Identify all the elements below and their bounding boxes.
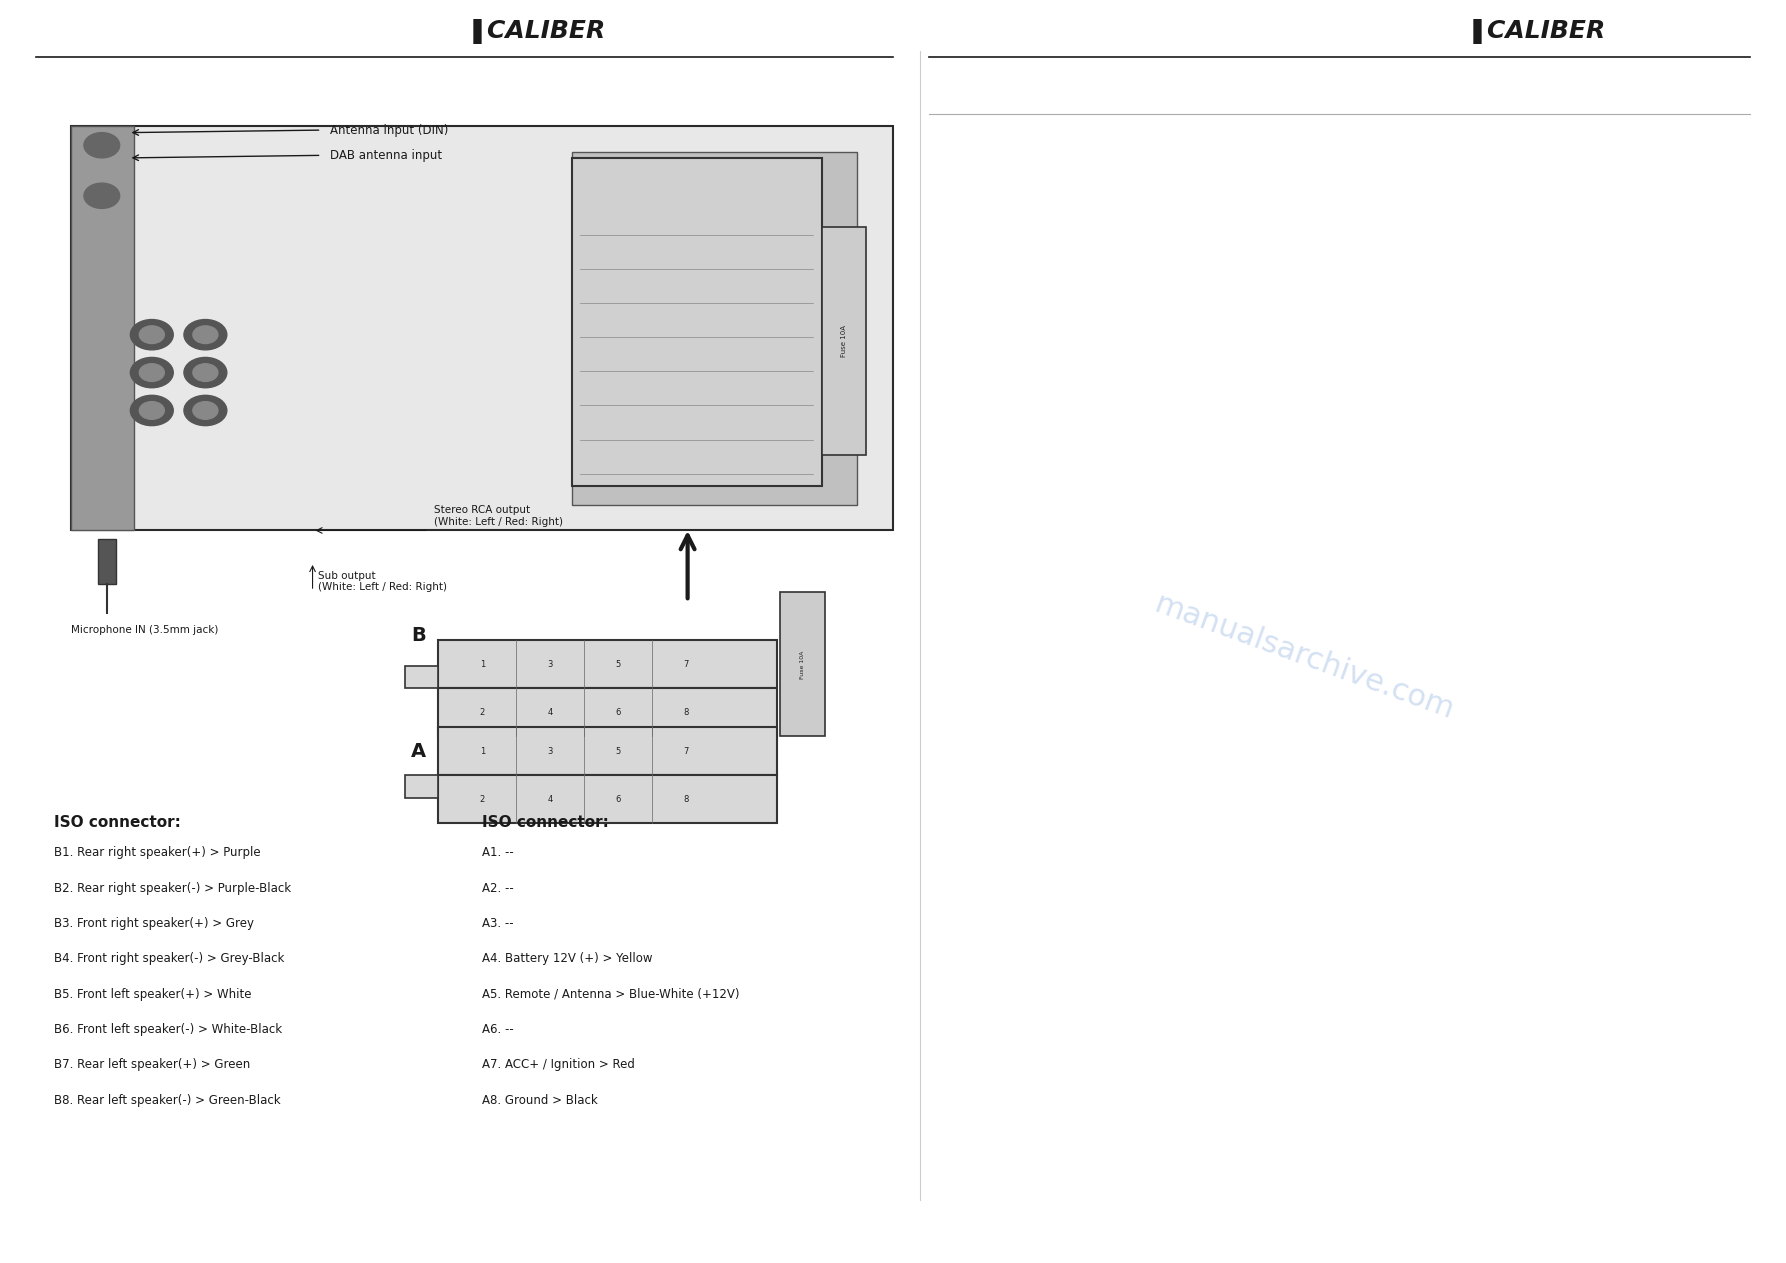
Bar xyxy=(438,640,777,688)
Circle shape xyxy=(130,357,173,388)
Text: A4. Battery 12V (+) > Yellow: A4. Battery 12V (+) > Yellow xyxy=(482,952,652,965)
Text: 1: 1 xyxy=(480,746,484,757)
Text: A: A xyxy=(411,741,425,762)
Text: 7: 7 xyxy=(682,746,689,757)
Bar xyxy=(780,592,825,736)
Text: B: B xyxy=(411,625,425,645)
Bar xyxy=(438,727,777,775)
Bar xyxy=(405,666,438,688)
Text: ISO connector:: ISO connector: xyxy=(482,815,609,830)
Text: 8: 8 xyxy=(682,707,689,717)
Bar xyxy=(438,775,777,823)
Text: 6: 6 xyxy=(614,707,622,717)
Text: 5: 5 xyxy=(616,746,620,757)
Text: A2. --: A2. -- xyxy=(482,882,514,894)
Text: B2. Rear right speaker(-) > Purple-Black: B2. Rear right speaker(-) > Purple-Black xyxy=(54,882,291,894)
Text: Microphone IN (3.5mm jack): Microphone IN (3.5mm jack) xyxy=(71,625,220,635)
Text: 4: 4 xyxy=(548,794,552,805)
Circle shape xyxy=(184,320,227,350)
Circle shape xyxy=(193,364,218,381)
Text: B7. Rear left speaker(+) > Green: B7. Rear left speaker(+) > Green xyxy=(54,1058,250,1071)
Text: B1. Rear right speaker(+) > Purple: B1. Rear right speaker(+) > Purple xyxy=(54,846,261,859)
Text: 6: 6 xyxy=(614,794,622,805)
Text: A1. --: A1. -- xyxy=(482,846,514,859)
Bar xyxy=(822,227,866,455)
Text: 7: 7 xyxy=(682,659,689,669)
Text: B5. Front left speaker(+) > White: B5. Front left speaker(+) > White xyxy=(54,988,252,1000)
Text: DAB antenna input: DAB antenna input xyxy=(330,149,443,162)
Text: 5: 5 xyxy=(616,659,620,669)
Text: 1: 1 xyxy=(480,659,484,669)
Bar xyxy=(572,152,857,505)
Text: ❚CALIBER: ❚CALIBER xyxy=(466,19,605,44)
Text: 2: 2 xyxy=(480,794,484,805)
Text: 2: 2 xyxy=(480,707,484,717)
Bar xyxy=(71,126,134,530)
Circle shape xyxy=(193,326,218,344)
Text: B3. Front right speaker(+) > Grey: B3. Front right speaker(+) > Grey xyxy=(54,917,254,930)
Text: Stereo RCA output
(White: Left / Red: Right): Stereo RCA output (White: Left / Red: Ri… xyxy=(434,505,563,527)
Text: 3: 3 xyxy=(547,746,554,757)
Text: ❚CALIBER: ❚CALIBER xyxy=(1466,19,1606,44)
Text: Antenna input (DIN): Antenna input (DIN) xyxy=(330,124,448,136)
Bar xyxy=(98,539,116,584)
Bar xyxy=(572,158,822,486)
Text: B4. Front right speaker(-) > Grey-Black: B4. Front right speaker(-) > Grey-Black xyxy=(54,952,284,965)
Text: A5. Remote / Antenna > Blue-White (+12V): A5. Remote / Antenna > Blue-White (+12V) xyxy=(482,988,739,1000)
Circle shape xyxy=(139,402,164,419)
Text: B8. Rear left speaker(-) > Green-Black: B8. Rear left speaker(-) > Green-Black xyxy=(54,1094,280,1106)
Text: 8: 8 xyxy=(682,794,689,805)
Text: 3: 3 xyxy=(547,659,554,669)
Text: Sub output
(White: Left / Red: Right): Sub output (White: Left / Red: Right) xyxy=(318,571,446,592)
Circle shape xyxy=(193,402,218,419)
Text: Fuse 10A: Fuse 10A xyxy=(800,650,805,678)
Text: A8. Ground > Black: A8. Ground > Black xyxy=(482,1094,598,1106)
Text: 4: 4 xyxy=(548,707,552,717)
Bar xyxy=(405,775,438,798)
Bar xyxy=(438,688,777,736)
Text: manualsarchive.com: manualsarchive.com xyxy=(1150,589,1457,725)
Text: B6. Front left speaker(-) > White-Black: B6. Front left speaker(-) > White-Black xyxy=(54,1023,282,1036)
Text: A7. ACC+ / Ignition > Red: A7. ACC+ / Ignition > Red xyxy=(482,1058,636,1071)
Circle shape xyxy=(184,357,227,388)
Circle shape xyxy=(184,395,227,426)
Circle shape xyxy=(139,364,164,381)
Circle shape xyxy=(84,183,120,208)
Text: ISO connector:: ISO connector: xyxy=(54,815,180,830)
Text: A6. --: A6. -- xyxy=(482,1023,514,1036)
Text: A3. --: A3. -- xyxy=(482,917,514,930)
Circle shape xyxy=(139,326,164,344)
Circle shape xyxy=(130,320,173,350)
Text: Fuse 10A: Fuse 10A xyxy=(841,325,847,357)
Circle shape xyxy=(84,133,120,158)
Bar xyxy=(71,126,893,530)
Circle shape xyxy=(130,395,173,426)
